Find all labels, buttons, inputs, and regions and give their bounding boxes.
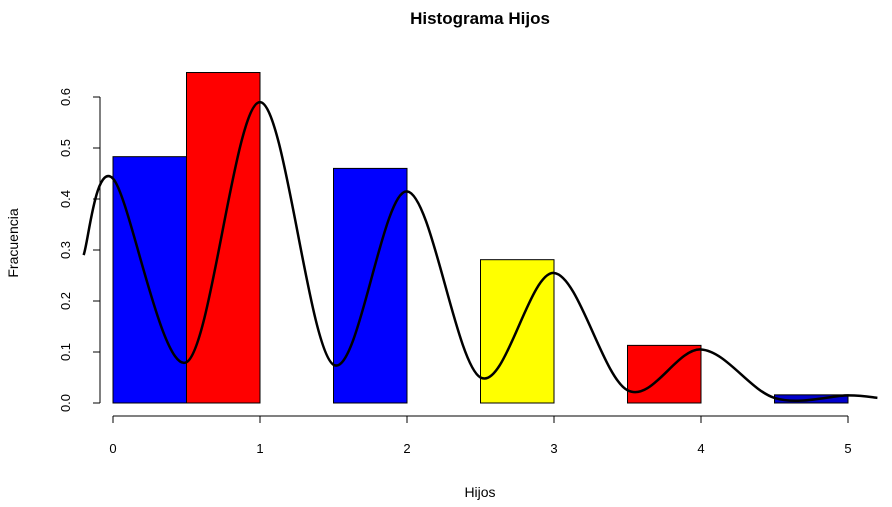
y-tick-label: 0.4: [58, 190, 73, 208]
x-tick-label: 3: [550, 441, 557, 456]
y-tick-label: 0.1: [58, 343, 73, 361]
bar-1: [186, 72, 261, 404]
density-curve: [82, 100, 878, 402]
x-tick-label: 0: [109, 441, 116, 456]
x-tick-label: 4: [697, 441, 704, 456]
x-axis: 0 1 2 3 4 5: [109, 415, 852, 456]
bars-layer: [112, 72, 849, 404]
chart-title: Histograma Hijos: [410, 9, 550, 28]
bar-0: [112, 156, 187, 404]
x-tick-label: 1: [256, 441, 263, 456]
x-tick-label: 5: [844, 441, 851, 456]
y-tick-label: 0.5: [58, 139, 73, 157]
y-tick-label: 0.0: [58, 394, 73, 412]
y-axis-label: Fracuencia: [5, 208, 21, 277]
y-axis: 0.0 0.1 0.2 0.3 0.4 0.5 0.6: [58, 88, 101, 412]
y-tick-label: 0.6: [58, 88, 73, 106]
y-tick-label: 0.2: [58, 292, 73, 310]
y-tick-label: 0.3: [58, 241, 73, 259]
x-tick-label: 2: [403, 441, 410, 456]
x-axis-label: Hijos: [464, 484, 495, 500]
